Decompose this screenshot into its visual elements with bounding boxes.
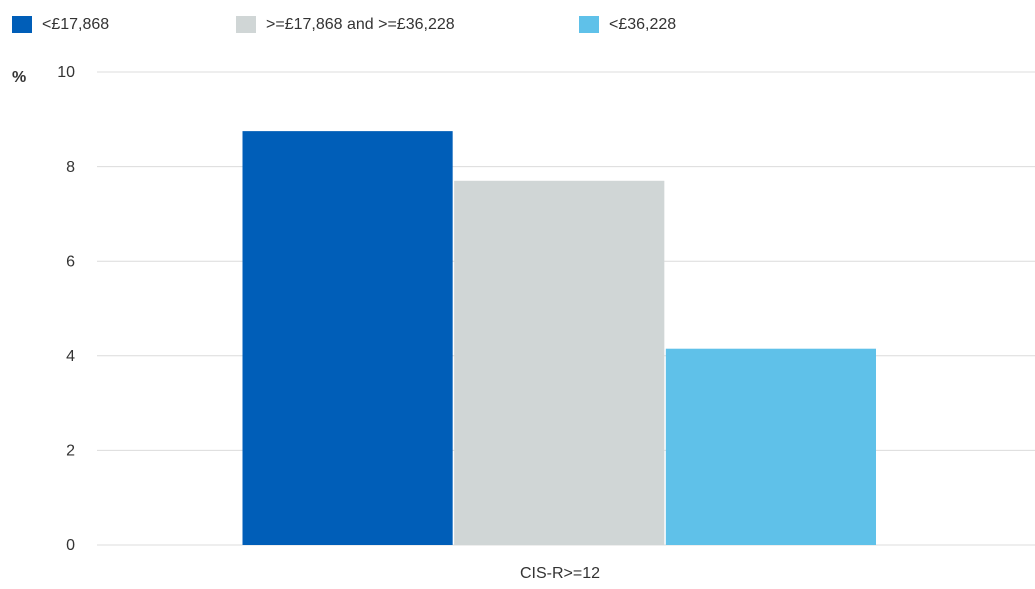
legend-swatch: [12, 16, 32, 33]
legend-label: <£17,868: [42, 16, 109, 33]
y-tick-label: 0: [66, 537, 75, 554]
bar: [665, 348, 876, 545]
y-tick-label: 10: [57, 64, 75, 81]
y-tick-label: 6: [66, 253, 75, 270]
y-tick-label: 4: [66, 348, 75, 365]
legend-swatch: [236, 16, 256, 33]
legend-swatch: [579, 16, 599, 33]
legend-label: >=£17,868 and >=£36,228: [266, 16, 455, 33]
y-tick-label: 8: [66, 159, 75, 176]
y-tick-label: 2: [66, 443, 75, 460]
legend: <£17,868 >=£17,868 and >=£36,228 <£36,228: [12, 16, 676, 33]
x-axis-labels: CIS-R>=12: [520, 565, 600, 582]
y-axis-unit-label: %: [12, 69, 26, 86]
x-category-label: CIS-R>=12: [520, 565, 600, 582]
y-axis-ticks: 0 2 4 6 8 10: [57, 64, 75, 554]
bar: [242, 131, 453, 545]
bars: [242, 131, 876, 546]
bar: [454, 180, 665, 546]
legend-label: <£36,228: [609, 16, 676, 33]
